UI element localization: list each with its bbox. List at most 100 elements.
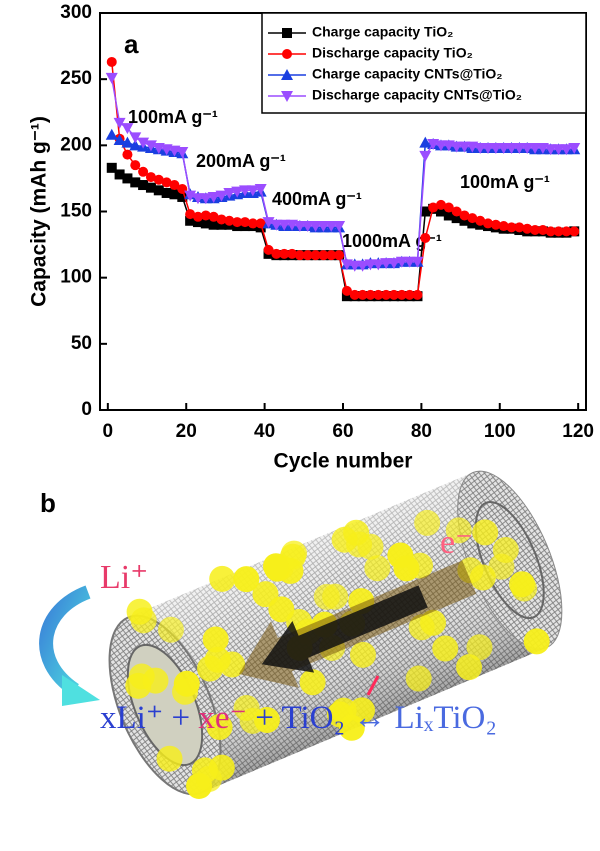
marker bbox=[138, 180, 149, 191]
marker bbox=[522, 223, 533, 234]
marker bbox=[529, 142, 542, 154]
marker bbox=[450, 141, 463, 153]
marker bbox=[176, 146, 189, 158]
marker bbox=[475, 215, 486, 226]
marker bbox=[341, 291, 352, 302]
marker bbox=[129, 139, 142, 151]
marker bbox=[121, 123, 134, 135]
x-tick-label: 80 bbox=[411, 421, 432, 442]
marker bbox=[365, 289, 376, 300]
nanoparticle bbox=[488, 553, 515, 580]
marker bbox=[302, 250, 313, 261]
marker bbox=[364, 259, 377, 271]
marker bbox=[552, 144, 565, 156]
marker bbox=[301, 221, 314, 233]
x-tick-label: 40 bbox=[254, 421, 275, 442]
nanoparticle bbox=[414, 509, 441, 536]
marker bbox=[200, 218, 211, 229]
marker bbox=[216, 219, 227, 230]
nanoparticle bbox=[326, 701, 353, 728]
marker bbox=[372, 259, 385, 271]
marker bbox=[309, 221, 322, 233]
marker bbox=[387, 258, 400, 270]
ion-label: Li⁺ bbox=[100, 559, 148, 596]
marker bbox=[161, 177, 172, 188]
marker bbox=[293, 221, 306, 233]
marker bbox=[129, 132, 142, 144]
marker bbox=[207, 191, 220, 203]
marker bbox=[192, 211, 203, 222]
marker bbox=[231, 186, 244, 198]
eq-term: xe⁻ bbox=[198, 700, 247, 736]
marker bbox=[282, 28, 292, 38]
panel-label: b bbox=[40, 488, 56, 518]
legend-box bbox=[261, 12, 587, 114]
marker bbox=[325, 221, 338, 233]
x-axis-label: Cycle number bbox=[274, 450, 413, 473]
marker bbox=[545, 226, 556, 237]
marker bbox=[420, 232, 431, 243]
y-tick-label: 250 bbox=[60, 68, 92, 89]
eq-term: xLi⁺ bbox=[100, 700, 163, 736]
marker bbox=[281, 91, 293, 102]
eq-term: + bbox=[163, 700, 198, 736]
marker bbox=[247, 218, 258, 229]
legend-label: Charge capacity CNTs@TiO₂ bbox=[312, 66, 503, 82]
nanoparticle bbox=[331, 526, 358, 553]
nanoparticle bbox=[208, 754, 235, 781]
marker bbox=[121, 136, 134, 148]
marker bbox=[326, 250, 337, 261]
nanoparticle bbox=[313, 583, 340, 610]
marker bbox=[467, 213, 478, 224]
nanoparticle bbox=[202, 626, 229, 653]
marker bbox=[279, 248, 290, 259]
nanoparticle bbox=[209, 565, 236, 592]
marker bbox=[443, 210, 454, 221]
y-axis-label: Capacity (mAh g⁻¹) bbox=[28, 116, 51, 307]
nanoparticle bbox=[511, 575, 538, 602]
marker bbox=[459, 210, 470, 221]
pointer bbox=[366, 675, 380, 696]
marker bbox=[490, 219, 501, 230]
nanoparticle bbox=[456, 654, 483, 681]
marker bbox=[560, 144, 573, 156]
marker bbox=[428, 202, 439, 213]
marker bbox=[568, 142, 581, 154]
marker bbox=[287, 248, 298, 259]
marker bbox=[317, 221, 330, 233]
marker bbox=[199, 193, 212, 205]
eq-term: ↔ LiₓTiO₂ bbox=[345, 700, 497, 736]
marker bbox=[459, 215, 470, 226]
legend-label: Discharge capacity CNTs@TiO₂ bbox=[312, 87, 522, 103]
y-tick-label: 0 bbox=[81, 399, 92, 420]
chart: 0 50 100 150 200 250 300 0 20 40 60 80 100 120 Cycle n… bbox=[28, 2, 594, 473]
nanoparticle bbox=[233, 566, 260, 593]
marker bbox=[246, 185, 259, 197]
nanoparticle bbox=[349, 641, 376, 668]
marker bbox=[521, 142, 534, 154]
marker bbox=[310, 250, 321, 261]
nanoparticle bbox=[156, 745, 183, 772]
annotation: 1000mA g⁻¹ bbox=[342, 231, 442, 251]
nanoparticle bbox=[299, 669, 326, 696]
nanoparticle bbox=[157, 616, 184, 643]
marker bbox=[239, 185, 252, 197]
marker bbox=[106, 162, 117, 173]
marker bbox=[396, 289, 407, 300]
marker bbox=[357, 289, 368, 300]
marker bbox=[489, 142, 502, 154]
nanoparticle bbox=[172, 678, 199, 705]
marker bbox=[185, 209, 196, 220]
marker bbox=[553, 226, 564, 237]
marker bbox=[467, 218, 478, 229]
marker bbox=[419, 150, 432, 162]
nanoparticle bbox=[364, 555, 391, 582]
marker bbox=[318, 250, 329, 261]
annotation: 200mA g⁻¹ bbox=[196, 151, 286, 171]
x-tick-label: 0 bbox=[103, 421, 114, 442]
nanoparticle bbox=[204, 646, 231, 673]
legend-label: Discharge capacity TiO₂ bbox=[312, 45, 473, 61]
marker bbox=[544, 144, 557, 156]
electron-label: e⁻ bbox=[440, 524, 473, 561]
